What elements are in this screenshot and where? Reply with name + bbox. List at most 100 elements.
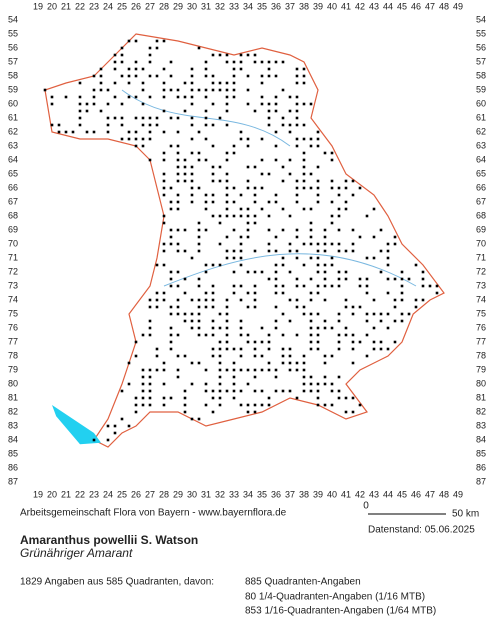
y-grid-label: 77 xyxy=(8,336,18,346)
x-grid-label: 38 xyxy=(299,489,309,499)
occurrence-dot xyxy=(218,368,222,372)
occurrence-dot xyxy=(344,305,348,309)
occurrence-dot xyxy=(176,165,180,169)
occurrence-dot xyxy=(309,326,313,330)
occurrence-dot xyxy=(309,228,313,232)
occurrence-dot xyxy=(183,179,187,183)
occurrence-dot xyxy=(337,396,341,400)
occurrence-dot xyxy=(155,74,159,78)
occurrence-dot xyxy=(162,179,166,183)
occurrence-dot xyxy=(344,179,348,183)
occurrence-dot xyxy=(302,102,306,106)
occurrence-dot xyxy=(197,361,201,365)
y-grid-label: 82 xyxy=(476,406,486,416)
occurrence-dot xyxy=(183,312,187,316)
occurrence-dot xyxy=(225,95,229,99)
occurrence-dot xyxy=(288,158,292,162)
occurrence-dot xyxy=(323,326,327,330)
occurrence-dot xyxy=(253,270,257,274)
occurrence-dot xyxy=(78,109,82,113)
occurrence-dot xyxy=(106,116,110,120)
scale-start: 0 xyxy=(363,501,369,512)
occurrence-dot xyxy=(239,207,243,211)
occurrence-dot xyxy=(211,53,215,57)
occurrence-dot xyxy=(134,137,138,141)
occurrence-dot xyxy=(169,312,173,316)
occurrence-dot xyxy=(169,284,173,288)
occurrence-dot xyxy=(183,109,187,113)
occurrence-dot xyxy=(127,39,131,43)
occurrence-dot xyxy=(330,389,334,393)
occurrence-dot xyxy=(134,74,138,78)
x-grid-label: 43 xyxy=(369,1,379,11)
occurrence-dot xyxy=(148,375,152,379)
occurrence-dot xyxy=(162,242,166,246)
occurrence-dot xyxy=(316,249,320,253)
occurrence-dot xyxy=(204,123,208,127)
occurrence-dot xyxy=(302,368,306,372)
x-grid-label: 47 xyxy=(425,489,435,499)
occurrence-dot xyxy=(211,389,215,393)
occurrence-dot xyxy=(225,102,229,106)
occurrence-dot xyxy=(316,382,320,386)
occurrence-dot xyxy=(169,200,173,204)
occurrence-dot xyxy=(435,284,439,288)
occurrence-dot xyxy=(246,228,250,232)
occurrence-dot xyxy=(330,382,334,386)
occurrence-dot xyxy=(302,242,306,246)
occurrence-dot xyxy=(225,214,229,218)
occurrence-dot xyxy=(78,102,82,106)
occurrence-dot xyxy=(120,123,124,127)
occurrence-dot xyxy=(330,214,334,218)
y-grid-label: 72 xyxy=(476,266,486,276)
occurrence-dot xyxy=(309,172,313,176)
occurrence-dot xyxy=(204,207,208,211)
y-grid-label: 63 xyxy=(8,140,18,150)
occurrence-dot xyxy=(253,221,257,225)
occurrence-dot xyxy=(386,242,390,246)
occurrence-dot xyxy=(267,340,271,344)
occurrence-dot xyxy=(330,151,334,155)
occurrence-dot xyxy=(365,284,369,288)
occurrence-dot xyxy=(295,123,299,127)
occurrence-dot xyxy=(295,361,299,365)
occurrence-dot xyxy=(274,319,278,323)
occurrence-dot xyxy=(274,235,278,239)
occurrence-dot xyxy=(218,165,222,169)
occurrence-dot xyxy=(190,102,194,106)
occurrence-dot xyxy=(337,333,341,337)
occurrence-dot xyxy=(232,291,236,295)
occurrence-dot xyxy=(260,186,264,190)
occurrence-dot xyxy=(316,242,320,246)
occurrence-dot xyxy=(218,221,222,225)
occurrence-dot xyxy=(309,277,313,281)
occurrence-dot xyxy=(309,347,313,351)
x-grid-label: 42 xyxy=(355,489,365,499)
occurrence-dot xyxy=(400,291,404,295)
occurrence-dot xyxy=(218,263,222,267)
occurrence-dot xyxy=(134,60,138,64)
occurrence-dot xyxy=(127,67,131,71)
occurrence-dot xyxy=(232,256,236,260)
occurrence-dot xyxy=(295,179,299,183)
occurrence-dot xyxy=(71,130,75,134)
occurrence-dot xyxy=(400,284,404,288)
occurrence-dot xyxy=(176,179,180,183)
occurrence-dot xyxy=(211,102,215,106)
occurrence-dot xyxy=(204,95,208,99)
occurrence-dot xyxy=(169,186,173,190)
occurrence-dot xyxy=(323,235,327,239)
occurrence-dot xyxy=(253,389,257,393)
occurrence-dot xyxy=(288,361,292,365)
occurrence-dot xyxy=(253,186,257,190)
occurrence-dot xyxy=(344,200,348,204)
occurrence-dot xyxy=(267,228,271,232)
occurrence-dot xyxy=(267,368,271,372)
occurrence-dot xyxy=(78,95,82,99)
occurrence-dot xyxy=(183,158,187,162)
occurrence-dot xyxy=(211,326,215,330)
y-grid-label: 61 xyxy=(476,112,486,122)
occurrence-dot xyxy=(162,221,166,225)
occurrence-dot xyxy=(316,389,320,393)
occurrence-dot xyxy=(225,249,229,253)
